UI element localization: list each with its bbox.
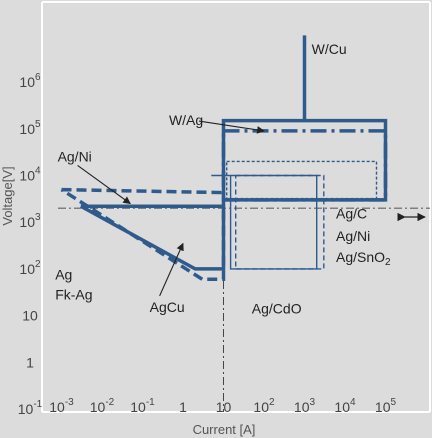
y-axis-ticks: 10-1 1 10 102 103 104 105 106 [18,72,43,417]
region-label: AgCu [150,299,185,315]
x-tick-label: 105 [375,397,397,415]
region-label: Fk-Ag [55,287,92,303]
region-label: Ag/Ni [336,228,370,244]
region-label: W/Cu [312,41,347,57]
y-tick-label: 10 [22,308,38,324]
series-layer [60,35,388,282]
series-ag-c [225,160,378,200]
x-axis-ticks: 10-3 10-2 10-1 1 10 102 103 104 105 [49,397,396,415]
region-label: Ag/CdO [252,301,302,317]
y-tick-label: 10-1 [18,399,43,417]
x-tick-label: 10-2 [90,397,115,415]
y-tick-label: 1 [26,354,34,370]
leader-arrow-ag-ni [77,164,131,205]
y-tick-label: 104 [19,166,41,184]
series-w-cu [221,35,388,202]
plot-area [41,1,431,413]
y-axis-label: Voltage[V] [0,166,15,225]
x-tick-label: 102 [253,397,275,415]
label-layer: W/Cu W/Ag Ag/Ni Ag/C Ag/Ni Ag/SnO2 Ag Fk-Ag AgCu… [55,41,391,317]
reference-lines [58,185,430,412]
leader-arrow-agcu [159,242,184,297]
region-label: W/Ag [169,112,203,128]
series-ag-ni [60,187,226,282]
x-tick-label: 1 [179,399,187,415]
y-tick-label: 102 [19,259,41,277]
y-tick-label: 105 [19,119,41,137]
series-w-ag [221,129,388,202]
region-label: Ag/Ni [58,148,92,164]
x-tick-label: 10-1 [130,397,155,415]
x-tick-label: 10-3 [49,397,74,415]
x-tick-label: 104 [334,397,356,415]
region-label: Ag [55,266,72,282]
y-tick-label: 103 [19,212,41,230]
x-tick-label: 10 [216,399,232,415]
series-ag-sno2 [234,174,325,270]
region-label: Ag/C [336,206,367,222]
series-ag-cdo [211,174,318,270]
x-axis-label: Current [A] [193,422,256,437]
region-label: Ag/SnO2 [336,249,391,268]
leader-arrow-w-ag [198,120,265,134]
series-agcu [79,204,226,271]
x-tick-label: 103 [294,397,316,415]
y-tick-label: 106 [19,72,41,90]
leader-layer [77,120,265,297]
